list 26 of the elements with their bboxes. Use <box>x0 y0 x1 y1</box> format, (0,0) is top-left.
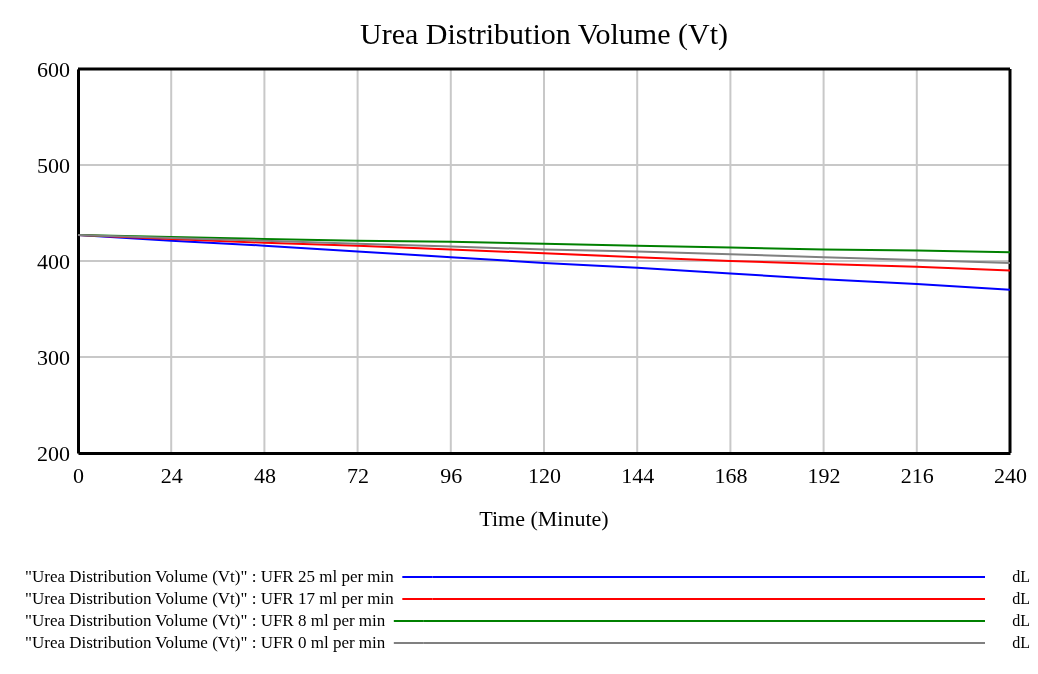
legend-label: "Urea Distribution Volume (Vt)" : UFR 0 ml per min <box>25 633 386 652</box>
x-tick-label: 48 <box>253 462 276 488</box>
x-tick-label: 24 <box>160 462 183 488</box>
y-tick-label: 300 <box>37 344 70 370</box>
x-tick-label: 240 <box>994 462 1027 488</box>
legend-label: "Urea Distribution Volume (Vt)" : UFR 25 ml per min <box>25 567 395 586</box>
x-axis-title: Time (Minute) <box>479 506 609 531</box>
text: dL <box>1012 568 1030 585</box>
x-tick-label: 72 <box>347 462 370 488</box>
x-tick-label: 168 <box>714 462 748 488</box>
y-tick-label: 200 <box>37 440 70 466</box>
x-tick-label: 0 <box>73 462 84 488</box>
y-tick-label: 400 <box>37 248 70 274</box>
chart-title: Urea Distribution Volume (Vt) <box>359 17 729 51</box>
x-tick-label: 144 <box>621 462 655 488</box>
x-tick-label: 120 <box>528 462 561 488</box>
x-tick-label: 216 <box>900 462 934 488</box>
text: dL <box>1012 590 1030 607</box>
y-tick-label: 500 <box>37 152 70 178</box>
x-tick-label: 96 <box>440 462 463 488</box>
x-tick-label: 192 <box>807 462 841 488</box>
legend-label: "Urea Distribution Volume (Vt)" : UFR 8 ml per min <box>25 611 386 630</box>
text: dL <box>1012 634 1030 651</box>
text: dL <box>1012 612 1030 629</box>
y-tick-label: 600 <box>37 56 70 82</box>
legend-label: "Urea Distribution Volume (Vt)" : UFR 17 ml per min <box>25 589 395 608</box>
